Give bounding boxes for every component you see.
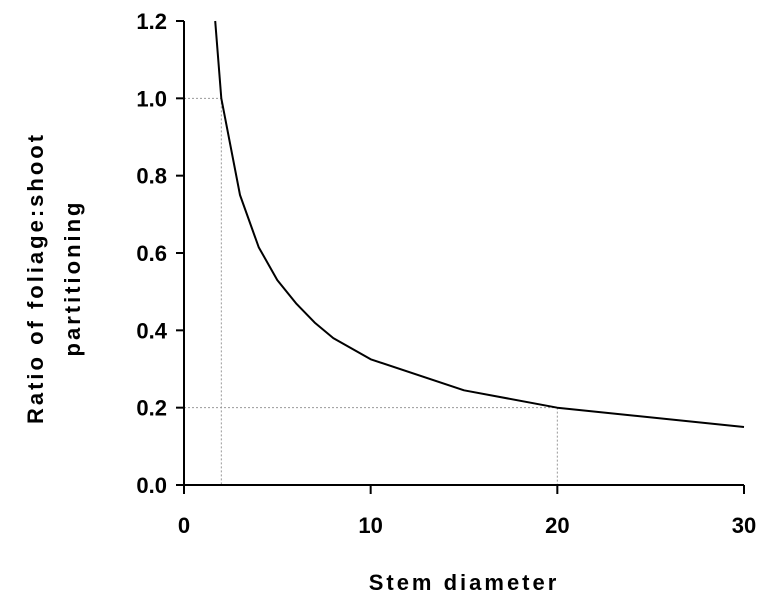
axes [183, 21, 744, 486]
y-tick-label: 1.0 [136, 86, 167, 111]
y-tick-label: 0.2 [136, 396, 167, 421]
x-tick-label: 30 [732, 513, 756, 538]
x-tick-label: 0 [178, 513, 190, 538]
y-tick-label: 0.0 [136, 473, 167, 498]
x-axis-ticks: 0 10 20 30 [178, 485, 756, 538]
x-axis-title: Stem diameter [369, 570, 560, 595]
y-axis-title: Ratio of foliage:shoot partitioning [23, 132, 85, 424]
y-tick-label: 0.8 [136, 164, 167, 189]
y-axis-ticks: 0.0 0.2 0.4 0.6 0.8 1.0 1.2 [136, 9, 184, 498]
y-tick-label: 1.2 [136, 9, 167, 34]
x-tick-label: 20 [545, 513, 569, 538]
y-tick-label: 0.6 [136, 241, 167, 266]
series-line [214, 20, 745, 428]
reference-lines [184, 97, 558, 485]
y-axis-title-line-1: Ratio of foliage:shoot [23, 132, 48, 424]
y-tick-label: 0.4 [136, 318, 167, 343]
x-tick-label: 10 [358, 513, 382, 538]
series-group [214, 20, 745, 428]
y-axis-title-line-2: partitioning [60, 200, 85, 357]
